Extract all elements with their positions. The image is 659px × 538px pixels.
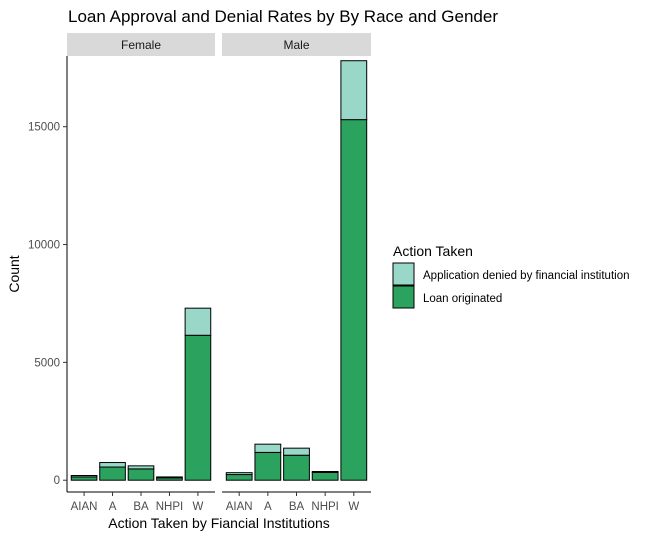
facet-panel-male: AIAN A BA NHPI W [222,60,371,513]
facet-strip-male [222,33,371,56]
bar-female-a-originated [99,466,126,481]
bar-female-aian-denied [70,475,98,478]
x-tick-label: W [348,501,359,513]
bar-male-nhpi-originated [311,471,339,481]
bar-male-w-denied [340,60,368,121]
legend: Action Taken Application denied by finan… [392,243,630,309]
y-tick-label: 10000 [28,240,60,252]
bar-female-nhpi-denied [156,476,183,479]
bar-female-a-denied [99,462,126,468]
legend-title: Action Taken [393,243,473,259]
facet-panels: AIAN A BA NHPI W AIAN A BA NHPI W [67,60,371,513]
bar-male-aian-originated [225,474,253,481]
bar-female-ba-originated [127,468,155,481]
bar-female-aian-originated [70,476,98,481]
y-tick-label: 0 [54,475,60,487]
x-axis-title: Action Taken by Fiancial Institutions [108,515,330,531]
facet-panel-female: AIAN A BA NHPI W [67,307,215,513]
bar-female-w-originated [184,334,212,481]
bar-male-w-originated [340,119,368,481]
bar-male-aian-denied [225,472,253,476]
y-tick-label: 15000 [28,122,60,134]
bar-male-a-denied [254,443,282,453]
legend-swatch-originated [392,285,415,309]
bar-male-a-originated [254,451,282,481]
legend-label-denied: Application denied by financial institut… [423,270,630,282]
x-tick-label: A [109,501,117,513]
bar-male-nhpi-denied [311,471,339,473]
bar-female-w-denied [184,307,212,336]
y-axis-title: Count [6,255,22,292]
bar-male-ba-denied [283,447,310,456]
x-tick-label: BA [133,501,149,513]
y-axis: 0 5000 10000 15000 [28,56,68,492]
chart-title: Loan Approval and Denial Rates by By Rac… [68,7,498,26]
legend-swatch-denied [392,262,415,286]
x-tick-label: BA [289,501,305,513]
facet-strip-female [67,33,215,56]
x-tick-label: AIAN [71,501,98,513]
x-tick-label: NHPI [156,501,183,513]
x-tick-label: NHPI [311,501,338,513]
facet-label-female: Female [121,38,161,52]
facet-strips: Female Male [67,33,371,56]
y-tick-label: 5000 [34,357,60,369]
x-tick-label: W [192,501,203,513]
facet-label-male: Male [283,38,309,52]
x-tick-label: A [264,501,272,513]
legend-label-originated: Loan originated [423,293,502,305]
bar-female-ba-denied [127,465,155,470]
bar-male-ba-originated [283,454,310,481]
x-tick-label: AIAN [226,501,253,513]
